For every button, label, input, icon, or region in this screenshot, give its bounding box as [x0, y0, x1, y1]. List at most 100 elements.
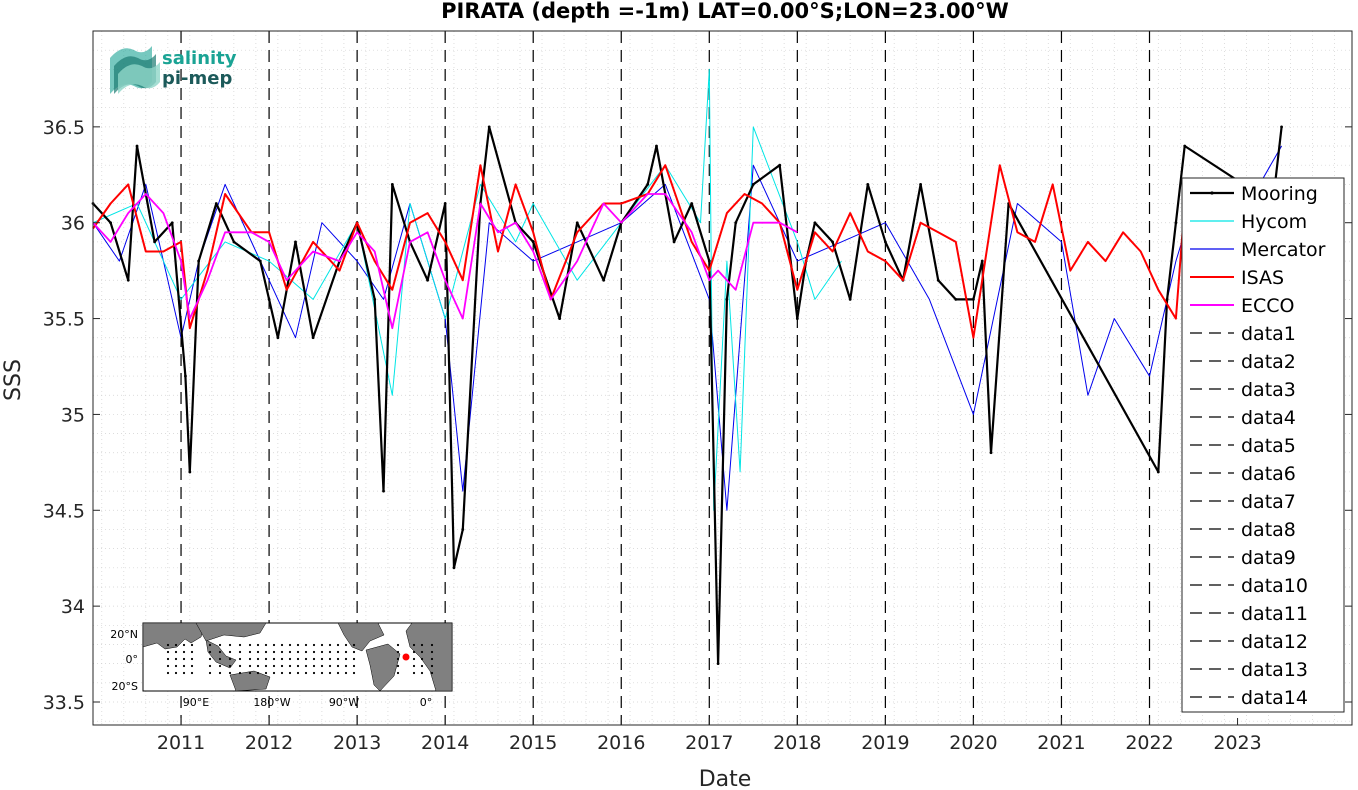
inset-mooring-dot [336, 643, 340, 647]
inset-ytick: 0° [126, 653, 139, 666]
inset-mooring-dot [208, 671, 212, 675]
inset-xtick: 180°W [253, 696, 290, 709]
mooring-point [109, 221, 113, 225]
x-tick-label: 2011 [157, 732, 205, 754]
inset-mooring-dot [304, 664, 308, 668]
inset-xtick: 0° [420, 696, 433, 709]
inset-mooring-dot [320, 643, 324, 647]
inset-mooring-dot [344, 643, 348, 647]
inset-mooring-dot [238, 643, 242, 647]
inset-mooring-dot [208, 650, 212, 654]
inset-mooring-dot [336, 671, 340, 675]
x-tick-label: 2022 [1125, 732, 1173, 754]
inset-mooring-dot [288, 643, 292, 647]
inset-mooring-dot [228, 650, 232, 654]
mooring-point [716, 662, 720, 666]
inset-mooring-dot [166, 643, 170, 647]
inset-mooring-dot [218, 650, 222, 654]
mooring-point [487, 125, 491, 129]
x-tick-label: 2020 [949, 732, 997, 754]
inset-mooring-dot [174, 671, 178, 675]
x-tick-label: 2013 [333, 732, 381, 754]
inset-mooring-dot [328, 671, 332, 675]
x-tick-label: 2021 [1037, 732, 1085, 754]
mooring-point [294, 240, 297, 244]
mooring-point [184, 374, 187, 378]
inset-mooring-dot [238, 657, 242, 661]
mooring-point [848, 297, 852, 301]
inset-mooring-dots [166, 643, 434, 675]
inset-mooring-dot [312, 650, 316, 654]
x-tick-label: 2019 [861, 732, 909, 754]
inset-mooring-dot [228, 671, 232, 675]
inset-mooring-dot [328, 657, 332, 661]
legend-label: data9 [1241, 547, 1296, 569]
inset-mooring-dot [272, 664, 276, 668]
inset-mooring-dot [280, 643, 284, 647]
inset-mooring-dot [264, 671, 268, 675]
inset-mooring-dot [312, 664, 316, 668]
mooring-point [443, 202, 447, 205]
mooring-point [452, 566, 456, 570]
inset-mooring-dot [312, 657, 316, 661]
inset-mooring-dot [228, 664, 232, 668]
inset-mooring-dot [228, 657, 232, 661]
mooring-point [813, 221, 817, 225]
inset-mooring-dot [174, 650, 178, 654]
mooring-point [135, 144, 139, 148]
legend-label: data8 [1241, 519, 1296, 541]
mooring-point [153, 240, 157, 244]
mooring-point [188, 470, 192, 474]
inset-mooring-dot [344, 664, 348, 668]
x-tick-label: 2017 [685, 732, 733, 754]
inset-mooring-dot [296, 671, 300, 675]
inset-mooring-dot [272, 671, 276, 675]
x-tick-label: 2016 [597, 732, 645, 754]
mooring-point [461, 528, 465, 531]
inset-mooring-dot [218, 643, 222, 647]
mooring-point [646, 182, 650, 186]
inset-mooring-dot [182, 671, 186, 675]
mooring-point [866, 182, 870, 186]
inset-mooring-dot [190, 643, 194, 647]
plot-axes: 33.5 34 34.5 35 35.5 36 36.5 2011 2012 2013 2014 20… [43, 30, 1353, 754]
y-tick-label: 36 [61, 213, 85, 235]
inset-mooring-dot [248, 671, 252, 675]
mooring-point [1280, 125, 1283, 129]
inset-ytick: 20°N [110, 628, 138, 641]
chart-title: PIRATA (depth =-1m) LAT=0.00°S;LON=23.00… [441, 0, 1009, 23]
inset-mooring-dot [264, 650, 268, 654]
plot-frame [92, 30, 1353, 726]
y-tick-label: 34.5 [43, 500, 85, 522]
mooring-point [1183, 144, 1187, 148]
inset-mooring-dot [174, 664, 178, 668]
data-series [91, 68, 1283, 666]
mooring-point [267, 297, 271, 301]
inset-mooring-dot [166, 657, 170, 661]
inset-mooring-dot [208, 657, 212, 661]
inset-mooring-dot [264, 664, 268, 668]
inset-mooring-dot [190, 664, 194, 668]
inset-mooring-dot [190, 671, 194, 675]
mooring-point [690, 202, 694, 205]
inset-mooring-dot [238, 664, 242, 668]
mooring-point [575, 221, 579, 225]
inset-mooring-dot [218, 664, 222, 668]
mooring-point [795, 317, 799, 320]
inset-mooring-dot [328, 643, 332, 647]
inset-mooring-dot [328, 650, 332, 654]
inset-mooring-dot [288, 657, 292, 661]
y-tick-label: 33.5 [43, 692, 85, 714]
inset-mooring-dot [412, 671, 416, 675]
inset-mooring-dot [396, 671, 400, 675]
inset-mooring-dot [352, 671, 356, 675]
inset-mooring-dot [296, 643, 300, 647]
mooring-point [751, 182, 755, 186]
x-tick-label: 2023 [1213, 732, 1261, 754]
mooring-point [919, 182, 922, 186]
inset-mooring-dot [218, 657, 222, 661]
inset-mooring-dot [304, 643, 308, 647]
logo-text-line1: salinity [162, 48, 237, 69]
mooring-point [311, 336, 315, 340]
inset-mooring-dot [238, 671, 242, 675]
